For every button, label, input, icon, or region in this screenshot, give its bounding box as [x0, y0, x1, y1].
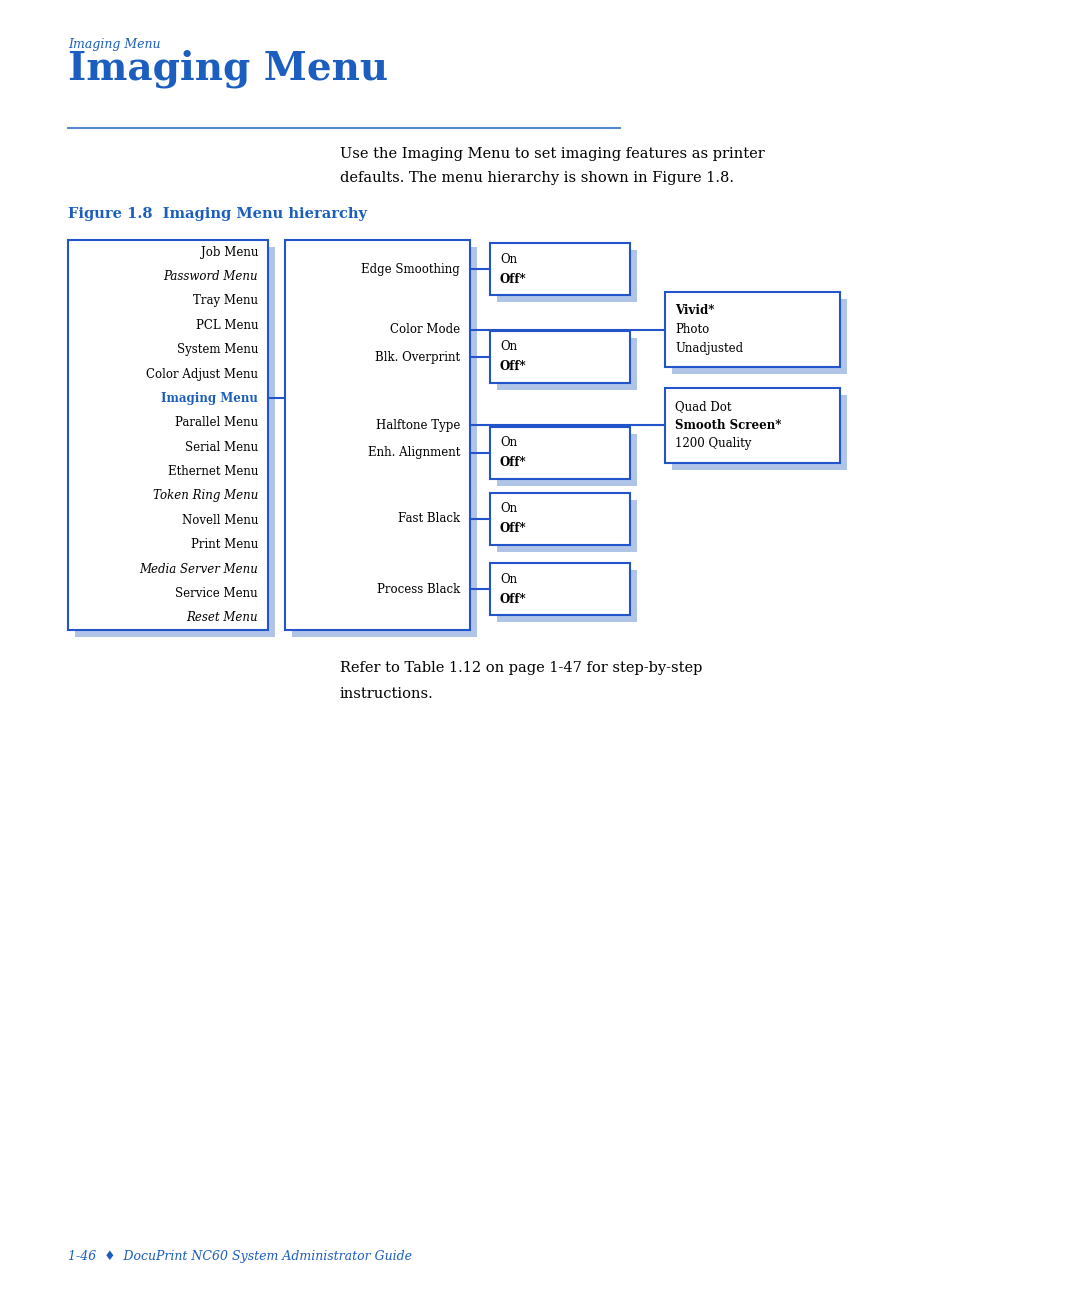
Bar: [490, 562, 630, 616]
Bar: [665, 388, 840, 463]
Text: Token Ring Menu: Token Ring Menu: [152, 490, 258, 503]
Text: Parallel Menu: Parallel Menu: [175, 416, 258, 429]
Text: Vivid*: Vivid*: [675, 305, 714, 318]
Text: Reset Menu: Reset Menu: [187, 612, 258, 625]
Bar: [490, 244, 630, 295]
Text: Tray Menu: Tray Menu: [193, 294, 258, 307]
Text: Refer to Table 1.12 on page 1-47 for step-by-step: Refer to Table 1.12 on page 1-47 for ste…: [340, 661, 702, 675]
Text: On: On: [500, 573, 517, 586]
Text: Imaging Menu: Imaging Menu: [161, 391, 258, 404]
Bar: [68, 240, 268, 630]
Bar: [672, 395, 847, 469]
Bar: [497, 338, 637, 390]
Text: On: On: [500, 253, 517, 266]
Bar: [490, 492, 630, 544]
Text: Enh. Alignment: Enh. Alignment: [367, 446, 460, 459]
Text: defaults. The menu hierarchy is shown in Figure 1.8.: defaults. The menu hierarchy is shown in…: [340, 171, 734, 185]
Text: Serial Menu: Serial Menu: [185, 441, 258, 454]
Text: On: On: [500, 503, 517, 516]
Text: instructions.: instructions.: [340, 687, 434, 701]
Text: Print Menu: Print Menu: [191, 538, 258, 551]
Text: Smooth Screen*: Smooth Screen*: [675, 419, 781, 432]
Text: Color Mode: Color Mode: [390, 323, 460, 336]
Text: Ethernet Menu: Ethernet Menu: [167, 465, 258, 478]
Bar: [490, 426, 630, 478]
Bar: [75, 248, 275, 638]
Text: Photo: Photo: [675, 323, 710, 336]
Bar: [665, 292, 840, 367]
Text: Media Server Menu: Media Server Menu: [139, 562, 258, 575]
Text: Off*: Off*: [500, 360, 527, 373]
Text: Color Adjust Menu: Color Adjust Menu: [146, 368, 258, 381]
Text: Service Menu: Service Menu: [175, 587, 258, 600]
Text: Off*: Off*: [500, 456, 527, 469]
Text: Edge Smoothing: Edge Smoothing: [361, 263, 460, 276]
Text: Figure 1.8  Imaging Menu hierarchy: Figure 1.8 Imaging Menu hierarchy: [68, 207, 367, 222]
Bar: [497, 434, 637, 486]
Text: Imaging Menu: Imaging Menu: [68, 51, 388, 88]
Bar: [497, 500, 637, 552]
Text: 1200 Quality: 1200 Quality: [675, 438, 752, 451]
Text: Imaging Menu: Imaging Menu: [68, 38, 161, 51]
Text: Blk. Overprint: Blk. Overprint: [375, 350, 460, 363]
Text: Use the Imaging Menu to set imaging features as printer: Use the Imaging Menu to set imaging feat…: [340, 146, 765, 161]
Bar: [497, 570, 637, 622]
Bar: [292, 248, 477, 638]
Text: Fast Black: Fast Black: [397, 512, 460, 525]
Text: System Menu: System Menu: [177, 343, 258, 356]
Text: Quad Dot: Quad Dot: [675, 400, 731, 413]
Text: 1-46  ♦  DocuPrint NC60 System Administrator Guide: 1-46 ♦ DocuPrint NC60 System Administrat…: [68, 1251, 411, 1264]
Text: PCL Menu: PCL Menu: [195, 319, 258, 332]
Text: Password Menu: Password Menu: [163, 270, 258, 283]
Text: Off*: Off*: [500, 272, 527, 285]
Text: Job Menu: Job Menu: [201, 246, 258, 259]
Text: On: On: [500, 435, 517, 448]
Text: Off*: Off*: [500, 592, 527, 605]
Bar: [497, 250, 637, 302]
Bar: [490, 330, 630, 384]
Text: Unadjusted: Unadjusted: [675, 342, 743, 355]
Text: Process Black: Process Black: [377, 582, 460, 596]
Text: On: On: [500, 341, 517, 354]
Text: Off*: Off*: [500, 522, 527, 535]
Bar: [285, 240, 470, 630]
Text: Novell Menu: Novell Menu: [181, 513, 258, 526]
Text: Halftone Type: Halftone Type: [376, 419, 460, 432]
Bar: [672, 299, 847, 375]
